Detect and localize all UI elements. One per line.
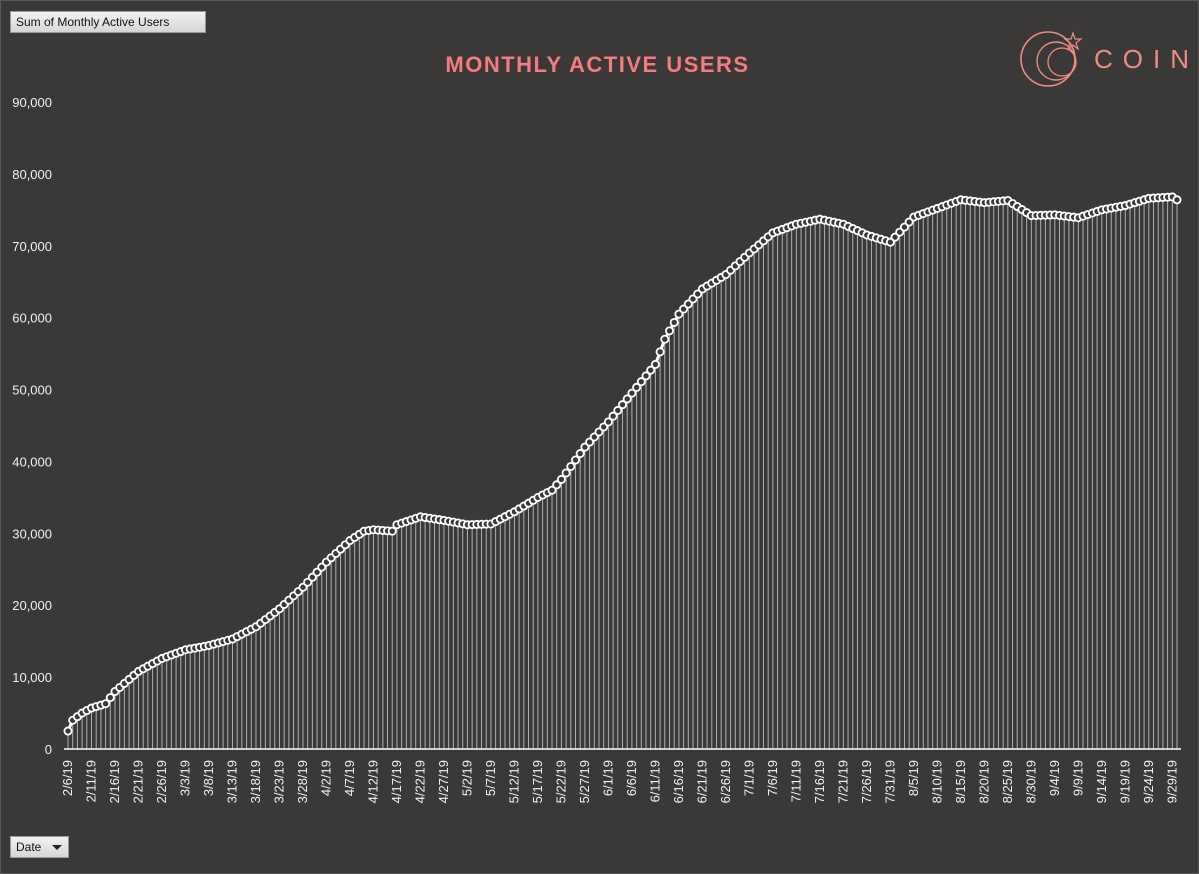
data-point xyxy=(660,334,670,344)
x-tick-label: 5/17/19 xyxy=(530,760,545,803)
data-point xyxy=(556,474,566,484)
y-tick-label: 0 xyxy=(45,742,52,757)
x-tick-label: 5/12/19 xyxy=(506,760,521,803)
x-tick-label: 3/13/19 xyxy=(224,760,239,803)
x-tick-label: 3/18/19 xyxy=(248,760,263,803)
x-tick-label: 9/14/19 xyxy=(1094,760,1109,803)
x-tick-label: 8/25/19 xyxy=(1000,760,1015,803)
data-point xyxy=(632,382,642,392)
data-point xyxy=(608,411,618,421)
chart-title: MONTHLY ACTIVE USERS xyxy=(445,52,750,77)
x-tick-label: 4/17/19 xyxy=(389,760,404,803)
x-tick-label: 7/26/19 xyxy=(859,760,874,803)
x-tick-label: 9/24/19 xyxy=(1141,760,1156,803)
data-point xyxy=(664,326,674,336)
x-tick-label: 4/2/19 xyxy=(318,760,333,796)
x-tick-label: 5/27/19 xyxy=(577,760,592,803)
x-tick-label: 6/1/19 xyxy=(600,760,615,796)
value-field-button[interactable]: Sum of Monthly Active Users xyxy=(10,11,206,33)
x-tick-label: 9/29/19 xyxy=(1164,760,1179,803)
y-tick-label: 60,000 xyxy=(12,311,52,326)
data-point xyxy=(63,726,73,736)
y-tick-label: 90,000 xyxy=(12,95,52,110)
x-tick-label: 8/10/19 xyxy=(929,760,944,803)
x-tick-label: 7/6/19 xyxy=(765,760,780,796)
x-tick-label: 6/21/19 xyxy=(694,760,709,803)
data-point xyxy=(650,359,660,369)
x-tick-label: 3/23/19 xyxy=(271,760,286,803)
data-point xyxy=(387,526,397,536)
x-tick-label: 2/16/19 xyxy=(107,760,122,803)
data-point xyxy=(636,377,646,387)
x-tick-label: 2/26/19 xyxy=(154,760,169,803)
x-tick-label: 7/16/19 xyxy=(812,760,827,803)
x-tick-label: 7/11/19 xyxy=(788,760,803,802)
x-tick-label: 4/7/19 xyxy=(342,760,357,796)
x-tick-label: 8/15/19 xyxy=(953,760,968,803)
x-tick-label: 7/1/19 xyxy=(741,760,756,796)
x-tick-label: 5/22/19 xyxy=(553,760,568,803)
x-tick-label: 4/27/19 xyxy=(436,760,451,803)
chevron-down-icon xyxy=(52,845,62,850)
x-tick-label: 3/8/19 xyxy=(201,760,216,796)
x-tick-label: 3/28/19 xyxy=(295,760,310,803)
data-point xyxy=(1172,195,1182,205)
data-point xyxy=(613,405,623,415)
coin-logo-icon xyxy=(1020,31,1083,87)
x-tick-label: 5/2/19 xyxy=(459,760,474,796)
data-point xyxy=(618,400,628,410)
data-point xyxy=(547,485,557,495)
data-point xyxy=(101,699,111,709)
data-point xyxy=(627,388,637,398)
x-tick-label: 2/6/19 xyxy=(60,760,75,796)
x-tick-label: 9/9/19 xyxy=(1070,760,1085,796)
x-tick-label: 7/21/19 xyxy=(835,760,850,803)
x-tick-label: 8/5/19 xyxy=(906,760,921,796)
y-tick-label: 40,000 xyxy=(12,454,52,469)
date-field-label: Date xyxy=(16,840,42,854)
y-tick-label: 30,000 xyxy=(12,526,52,541)
y-tick-label: 50,000 xyxy=(12,383,52,398)
x-tick-label: 7/31/19 xyxy=(882,760,897,803)
y-tick-label: 10,000 xyxy=(12,670,52,685)
x-tick-label: 6/26/19 xyxy=(718,760,733,803)
y-tick-label: 20,000 xyxy=(12,598,52,613)
x-tick-label: 6/11/19 xyxy=(647,760,662,802)
x-tick-label: 5/7/19 xyxy=(483,760,498,796)
x-tick-label: 6/6/19 xyxy=(624,760,639,796)
x-tick-label: 9/4/19 xyxy=(1047,760,1062,796)
x-tick-label: 4/22/19 xyxy=(412,760,427,803)
data-point xyxy=(561,468,571,478)
data-point xyxy=(603,417,613,427)
x-tick-label: 3/3/19 xyxy=(177,760,192,796)
data-point xyxy=(655,347,665,357)
data-point xyxy=(669,317,679,327)
data-point xyxy=(641,371,651,381)
brand-name: COIN xyxy=(1094,44,1199,74)
data-point xyxy=(622,394,632,404)
data-point xyxy=(105,693,115,703)
x-tick-label: 6/16/19 xyxy=(671,760,686,803)
y-tick-label: 70,000 xyxy=(12,239,52,254)
date-field-button[interactable]: Date xyxy=(10,836,69,858)
data-point xyxy=(552,480,562,490)
x-tick-label: 8/20/19 xyxy=(976,760,991,803)
data-point xyxy=(566,461,576,471)
data-point xyxy=(646,365,656,375)
x-tick-label: 4/12/19 xyxy=(365,760,380,803)
x-tick-label: 8/30/19 xyxy=(1023,760,1038,803)
y-tick-label: 80,000 xyxy=(12,167,52,182)
x-tick-label: 2/11/19 xyxy=(83,760,98,802)
data-point xyxy=(575,449,585,459)
data-point xyxy=(571,455,581,465)
x-tick-label: 9/19/19 xyxy=(1117,760,1132,803)
x-tick-label: 2/21/19 xyxy=(130,760,145,803)
